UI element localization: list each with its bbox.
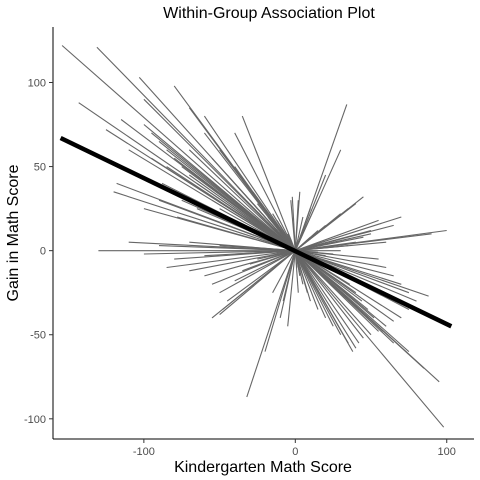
group-segment: [166, 250, 296, 269]
pooled-fit-line: [59, 135, 453, 329]
group-segment: [61, 45, 296, 252]
group-segment: [287, 250, 296, 327]
group-segment: [294, 250, 384, 332]
group-segment: [294, 250, 363, 302]
x-axis-ticks: -100 0 100: [133, 439, 456, 458]
group-segment: [222, 250, 296, 310]
fit-layer: [59, 135, 453, 329]
group-segment: [294, 250, 360, 344]
group-segment: [294, 250, 327, 319]
y-axis-ticks: -100 -50 0 50 100: [24, 77, 53, 426]
group-segment: [151, 157, 296, 252]
group-segment: [294, 250, 364, 339]
group-segment: [295, 250, 410, 294]
group-segment: [295, 236, 364, 252]
group-segment: [234, 132, 296, 251]
group-segment: [249, 199, 296, 252]
group-segment: [295, 216, 402, 252]
group-segment: [203, 115, 296, 252]
group-segment: [294, 200, 299, 251]
group-segment: [294, 208, 311, 251]
group-segment: [246, 250, 296, 398]
group-segment: [128, 149, 296, 252]
group-segment: [113, 191, 296, 252]
group-segment: [158, 245, 296, 252]
group-segment: [295, 219, 379, 252]
y-axis-title: Gain in Math Score: [5, 164, 22, 301]
group-segment: [257, 250, 296, 260]
group-segment: [143, 98, 296, 252]
y-tick-label: 100: [28, 77, 46, 89]
group-segment: [294, 236, 311, 252]
group-segment: [295, 250, 379, 260]
group-segment: [242, 250, 296, 272]
x-axis-title: Kindergarten Math Score: [174, 459, 352, 476]
group-segment: [294, 216, 304, 251]
group-segment: [234, 250, 296, 255]
group-segment: [294, 250, 372, 336]
group-segment: [249, 246, 296, 252]
chart-title: Within-Group Association Plot: [163, 5, 375, 22]
y-tick-label: -100: [24, 414, 46, 426]
y-tick-label: 50: [34, 162, 46, 174]
y-tick-label: -50: [30, 330, 46, 342]
group-segment: [234, 250, 296, 282]
group-segment: [264, 250, 296, 352]
group-segment: [96, 46, 296, 252]
group-segment: [295, 250, 402, 285]
group-segment: [294, 250, 357, 349]
segments-layer: [61, 45, 447, 428]
group-segment: [226, 250, 296, 302]
group-segment: [294, 250, 334, 327]
group-segment: [188, 107, 296, 252]
x-tick-label: 100: [438, 446, 456, 458]
group-segment: [294, 250, 319, 310]
group-segment: [219, 250, 296, 294]
group-segment: [282, 250, 296, 302]
group-segment: [295, 229, 372, 252]
group-segment: [294, 199, 319, 251]
x-tick-label: 0: [292, 446, 298, 458]
group-segment: [295, 233, 432, 252]
group-segment: [295, 241, 387, 252]
group-segment: [291, 196, 296, 251]
group-segment: [295, 250, 394, 277]
group-segment: [272, 250, 296, 293]
group-segment: [295, 250, 387, 269]
group-segment: [143, 250, 296, 255]
group-segment: [189, 250, 296, 272]
y-tick-label: 0: [40, 246, 46, 258]
x-tick-label: -100: [133, 446, 155, 458]
group-segment: [241, 115, 296, 251]
group-segment: [294, 250, 445, 428]
group-segment: [177, 216, 296, 252]
group-segment: [188, 149, 296, 252]
